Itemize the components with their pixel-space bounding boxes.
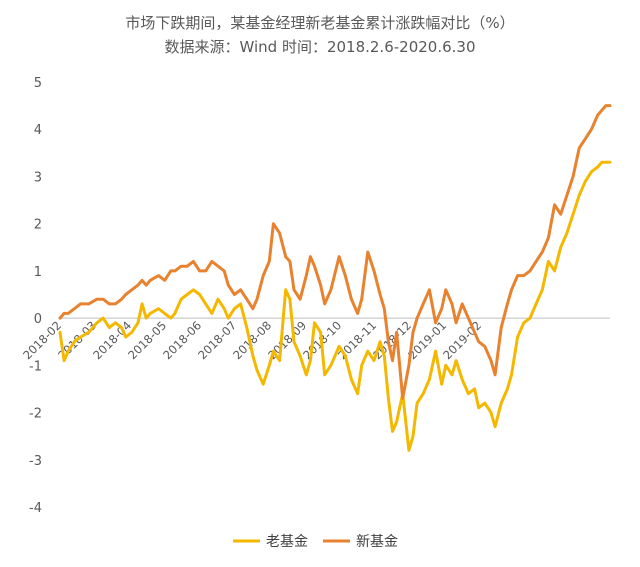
y-tick-label: -3 (29, 454, 42, 469)
y-tick-label: -1 (29, 359, 42, 374)
legend-label: 新基金 (356, 533, 398, 550)
y-tick-label: 1 (34, 265, 42, 280)
y-tick-label: 2 (34, 218, 42, 233)
y-tick-label: 4 (34, 123, 42, 138)
chart-subtitle: 数据来源：Wind 时间：2018.2.6-2020.6.30 (164, 38, 476, 56)
y-tick-label: -2 (29, 407, 42, 422)
y-tick-label: 5 (34, 76, 42, 91)
series-line-2 (58, 104, 612, 400)
chart-title: 市场下跌期间，某基金经理新老基金累计涨跌幅对比（%） (125, 14, 515, 32)
legend-label: 老基金 (266, 533, 308, 550)
y-tick-label: 3 (34, 170, 42, 185)
series-line-1 (58, 160, 612, 452)
y-tick-label: 0 (34, 312, 42, 327)
y-tick-label: -4 (29, 501, 42, 516)
